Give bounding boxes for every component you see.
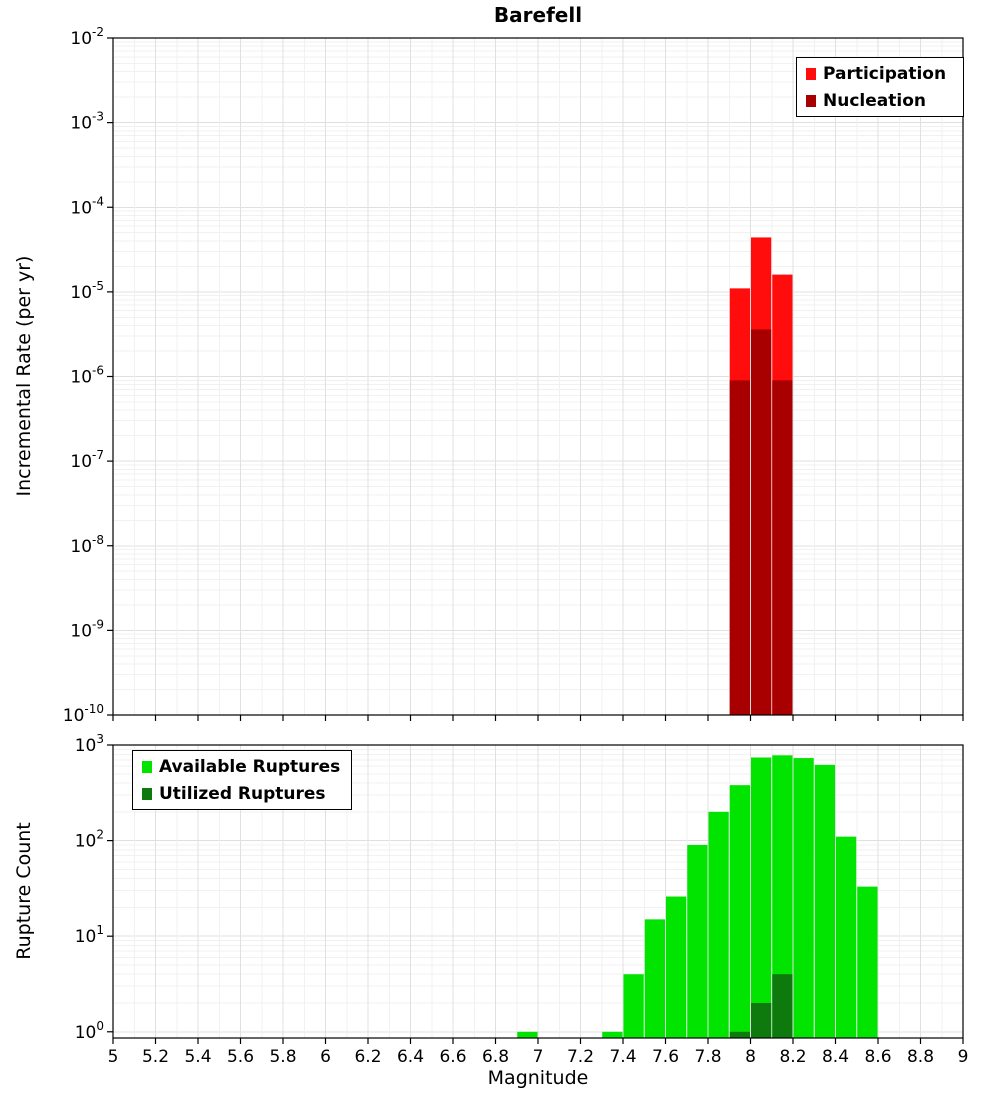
bar	[666, 896, 687, 1038]
legend-label-available-ruptures: Available Ruptures	[159, 756, 341, 777]
bar	[814, 764, 835, 1038]
x-tick-label: 5.6	[227, 1047, 254, 1067]
y-tick-label: 10-5	[70, 279, 104, 303]
utilized-ruptures-swatch	[142, 787, 152, 800]
y-tick-label: 100	[75, 1019, 104, 1043]
x-tick-label: 7.6	[652, 1047, 679, 1067]
y-tick-label: 10-10	[63, 702, 104, 726]
x-tick-label: 7.2	[567, 1047, 594, 1067]
x-tick-label: 7	[533, 1047, 544, 1067]
bar	[857, 886, 878, 1038]
y-tick-label: 10-4	[70, 194, 104, 218]
legend-label-utilized-ruptures: Utilized Ruptures	[159, 783, 326, 804]
legend-item-utilized-ruptures: Utilized Ruptures	[142, 780, 342, 807]
x-tick-label: 6	[320, 1047, 331, 1067]
legend-item-nucleation: Nucleation	[806, 87, 954, 114]
y-tick-label: 10-7	[70, 448, 104, 472]
legend-label-participation: Participation	[823, 63, 947, 84]
y-ticks: 10-2 10-3 10-4 10-5 10-6 10-7 10-8 10-9 10-10	[63, 25, 113, 726]
bar	[793, 758, 814, 1038]
participation-swatch	[806, 67, 816, 80]
bar	[729, 380, 750, 715]
rupture-legend: Available Ruptures Utilized Ruptures	[132, 750, 352, 810]
x-tick-label: 5.8	[269, 1047, 296, 1067]
bar	[836, 836, 857, 1038]
y-tick-label: 102	[75, 828, 104, 852]
x-axis-label: Magnitude	[487, 1067, 589, 1089]
bar	[751, 757, 772, 1038]
bar	[772, 755, 793, 1038]
legend-item-participation: Participation	[806, 60, 954, 87]
nucleation-swatch	[806, 94, 816, 107]
bar	[772, 974, 793, 1038]
y-tick-label: 101	[75, 923, 104, 947]
x-tick-label: 5.2	[142, 1047, 169, 1067]
x-tick-label: 5.4	[184, 1047, 211, 1067]
x-tick-label: 8.8	[907, 1047, 934, 1067]
bar	[751, 329, 772, 715]
available-ruptures-swatch	[142, 760, 152, 773]
y-tick-label: 10-8	[70, 533, 104, 557]
nucleation-bars	[729, 329, 793, 715]
top-plot: 10-2 10-3 10-4 10-5 10-6 10-7 10-8 10-9 10-10	[63, 25, 964, 726]
legend-label-nucleation: Nucleation	[823, 90, 926, 111]
bar	[517, 1031, 538, 1038]
grid	[113, 38, 963, 715]
bar	[729, 785, 750, 1038]
x-tick-label: 6.2	[354, 1047, 381, 1067]
bar	[729, 1031, 750, 1038]
x-tick-label: 7.8	[694, 1047, 721, 1067]
available-ruptures-bars	[517, 755, 878, 1038]
chart-title: Barefell	[493, 3, 583, 27]
y-tick-label: 103	[75, 732, 104, 756]
bar	[687, 844, 708, 1038]
utilized-ruptures-bars	[729, 974, 793, 1038]
x-tick-label: 6.4	[397, 1047, 424, 1067]
y-tick-label: 10-3	[70, 110, 104, 134]
legend-item-available-ruptures: Available Ruptures	[142, 753, 342, 780]
bar	[772, 380, 793, 715]
x-tick-label: 8	[745, 1047, 756, 1067]
y-tick-label: 10-2	[70, 25, 104, 49]
x-ticks	[112, 715, 964, 721]
bar	[708, 811, 729, 1038]
bar	[751, 1003, 772, 1038]
bar	[623, 974, 644, 1038]
x-tick-label: 7.4	[609, 1047, 636, 1067]
x-tick-label: 6.8	[482, 1047, 509, 1067]
x-tick-label: 8.4	[822, 1047, 849, 1067]
x-tick-label: 9	[958, 1047, 969, 1067]
rate-legend: Participation Nucleation	[796, 57, 964, 117]
y-tick-label: 10-9	[70, 617, 104, 641]
x-ticks: 5 5.2 5.4 5.6 5.8 6 6.2 6.4 6.6 6.8 7 7.2 7.4 7.6 7.8 8…	[108, 1038, 969, 1067]
top-y-axis-label: Incremental Rate (per yr)	[13, 255, 35, 497]
bar	[602, 1031, 623, 1038]
bottom-y-axis-label: Rupture Count	[13, 822, 35, 960]
x-tick-label: 5	[108, 1047, 119, 1067]
x-tick-label: 8.2	[779, 1047, 806, 1067]
y-tick-label: 10-6	[70, 364, 104, 388]
bar	[644, 919, 665, 1038]
x-tick-label: 8.6	[864, 1047, 891, 1067]
x-tick-label: 6.6	[439, 1047, 466, 1067]
y-ticks: 103 102 101 100	[75, 732, 113, 1043]
